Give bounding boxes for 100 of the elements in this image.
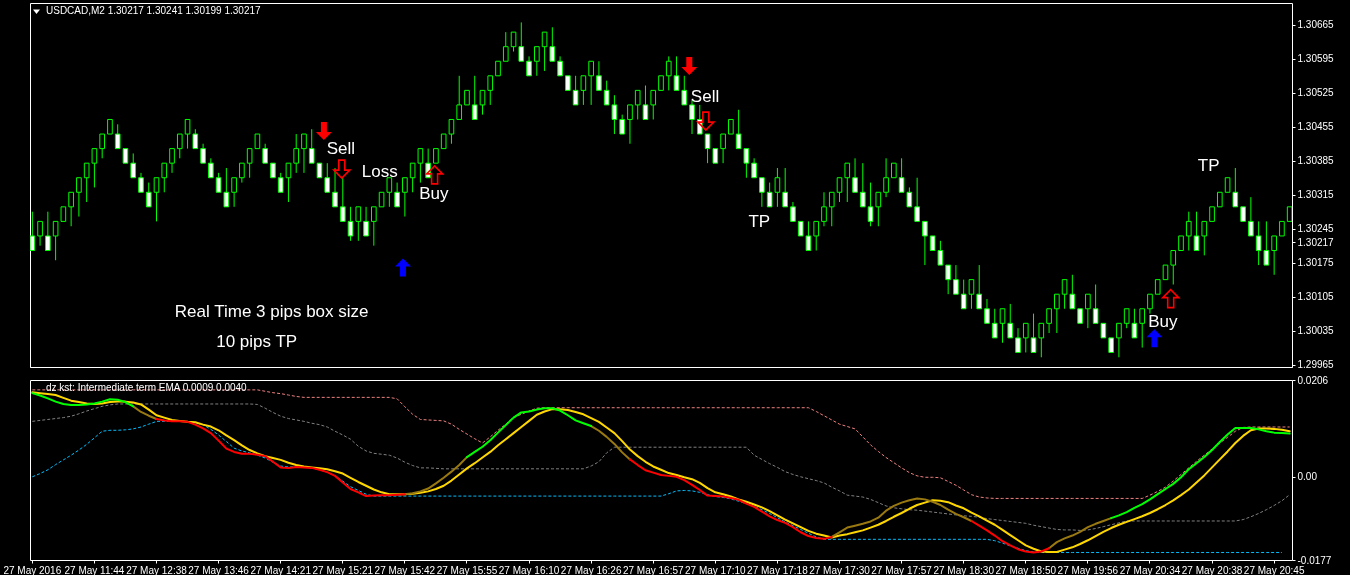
candlestick <box>363 206 369 237</box>
x-tick-label: 27 May 16:10 <box>498 564 560 575</box>
x-tick-label: 27 May 14:21 <box>250 564 312 575</box>
y-tick-label: 1.30245 <box>1297 223 1335 235</box>
candlestick <box>813 220 820 252</box>
candlestick <box>1170 250 1177 285</box>
candlestick <box>650 89 657 120</box>
y-tick-label: 1.30595 <box>1297 53 1335 65</box>
candlestick <box>1046 308 1052 334</box>
candlestick <box>1054 293 1060 334</box>
x-tick-label: 27 May 15:21 <box>312 564 374 575</box>
candlestick <box>782 167 789 208</box>
annotation: Sell <box>690 86 720 106</box>
y-tick-label: 1.30217 <box>1297 236 1335 248</box>
candlestick <box>1015 327 1021 353</box>
candlestick <box>130 152 137 179</box>
x-tick-label: 27 May 18:50 <box>995 564 1057 575</box>
candlestick <box>301 133 307 174</box>
candlestick <box>138 172 144 193</box>
x-tick-label: 27 May 17:57 <box>871 564 933 575</box>
annotation: Loss <box>361 161 398 181</box>
annotation: Buy <box>1148 311 1178 331</box>
candlestick <box>759 177 765 208</box>
candlestick <box>471 75 478 120</box>
candlestick <box>68 191 74 227</box>
candlestick <box>844 162 851 203</box>
candlestick <box>1139 308 1146 349</box>
x-tick-label: 27 May 11:44 <box>64 564 125 575</box>
candlestick <box>1248 196 1254 237</box>
candlestick <box>394 182 400 208</box>
x-tick-label: 27 May 13:46 <box>188 564 250 575</box>
candlestick <box>169 148 175 174</box>
x-tick-label: 27 May 20:45 <box>1243 564 1305 575</box>
x-tick-label: 27 May 19:56 <box>1057 564 1119 575</box>
candlestick <box>619 114 626 135</box>
candlestick <box>976 264 983 310</box>
x-tick-label: 27 May 16:57 <box>622 564 684 575</box>
candlestick <box>239 162 245 184</box>
candlestick <box>208 157 214 179</box>
candlestick <box>557 55 563 77</box>
candlestick <box>332 167 338 208</box>
y-tick-label: 1.30175 <box>1297 257 1335 269</box>
candlestick <box>828 191 835 227</box>
candlestick <box>487 75 494 106</box>
y-tick-label: 1.30455 <box>1297 121 1335 133</box>
candlestick <box>308 128 315 164</box>
candlestick <box>999 308 1006 344</box>
candlestick <box>145 182 152 208</box>
y-tick-label: 1.30035 <box>1297 325 1335 337</box>
candlestick <box>883 157 889 198</box>
candlestick <box>1085 293 1091 329</box>
candlestick <box>339 177 346 222</box>
x-tick-label: 27 May 20:38 <box>1181 564 1243 575</box>
candlestick <box>720 133 726 164</box>
x-tick-label: 27 May 2016 <box>3 564 62 575</box>
candlestick <box>502 31 509 62</box>
y-tick-label: 1.30665 <box>1297 19 1335 31</box>
candlestick <box>176 133 183 159</box>
candlestick <box>991 308 998 339</box>
candlestick <box>945 264 951 295</box>
y-tick-label: 1.29965 <box>1297 359 1335 371</box>
candlestick <box>200 143 206 164</box>
candlestick <box>665 55 672 91</box>
candlestick <box>37 220 43 247</box>
candlestick <box>479 89 486 116</box>
candlestick <box>161 162 168 193</box>
candlestick <box>790 201 796 222</box>
annotation: Sell <box>326 138 356 158</box>
candlestick <box>852 157 858 193</box>
line-series <box>31 389 1291 499</box>
annotation: Real Time 3 pips box size <box>174 301 369 321</box>
x-tick-label: 27 May 17:10 <box>685 564 747 575</box>
candlestick <box>588 60 594 106</box>
y-tick-label: 1.30315 <box>1297 189 1335 201</box>
annotation: TP <box>1197 155 1220 175</box>
x-tick-label: 27 May 17:18 <box>747 564 809 575</box>
candlestick <box>262 143 268 164</box>
line-series <box>31 420 1283 553</box>
candlestick <box>1147 293 1153 315</box>
x-tick-label: 27 May 12:38 <box>126 564 188 575</box>
y-tick-label: 1.30385 <box>1297 155 1335 167</box>
candlestick <box>456 75 463 120</box>
annotation: Buy <box>419 183 449 203</box>
candlestick <box>922 220 928 266</box>
x-tick-label: 27 May 16:26 <box>560 564 622 575</box>
candlestick <box>1022 322 1029 353</box>
annotation: 10 pips TP <box>216 331 298 351</box>
annotation: TP <box>748 211 771 231</box>
candlestick <box>533 46 540 77</box>
candlestick <box>76 177 82 218</box>
line-series <box>31 391 1291 554</box>
candlestick <box>293 133 300 174</box>
candlestick <box>1007 303 1014 339</box>
candlestick <box>402 177 408 218</box>
candlestick <box>984 298 990 324</box>
candlestick <box>45 211 51 252</box>
candlestick <box>859 162 866 208</box>
candlestick <box>1116 322 1122 358</box>
x-tick-label: 27 May 15:42 <box>374 564 436 575</box>
candlestick <box>596 60 602 91</box>
